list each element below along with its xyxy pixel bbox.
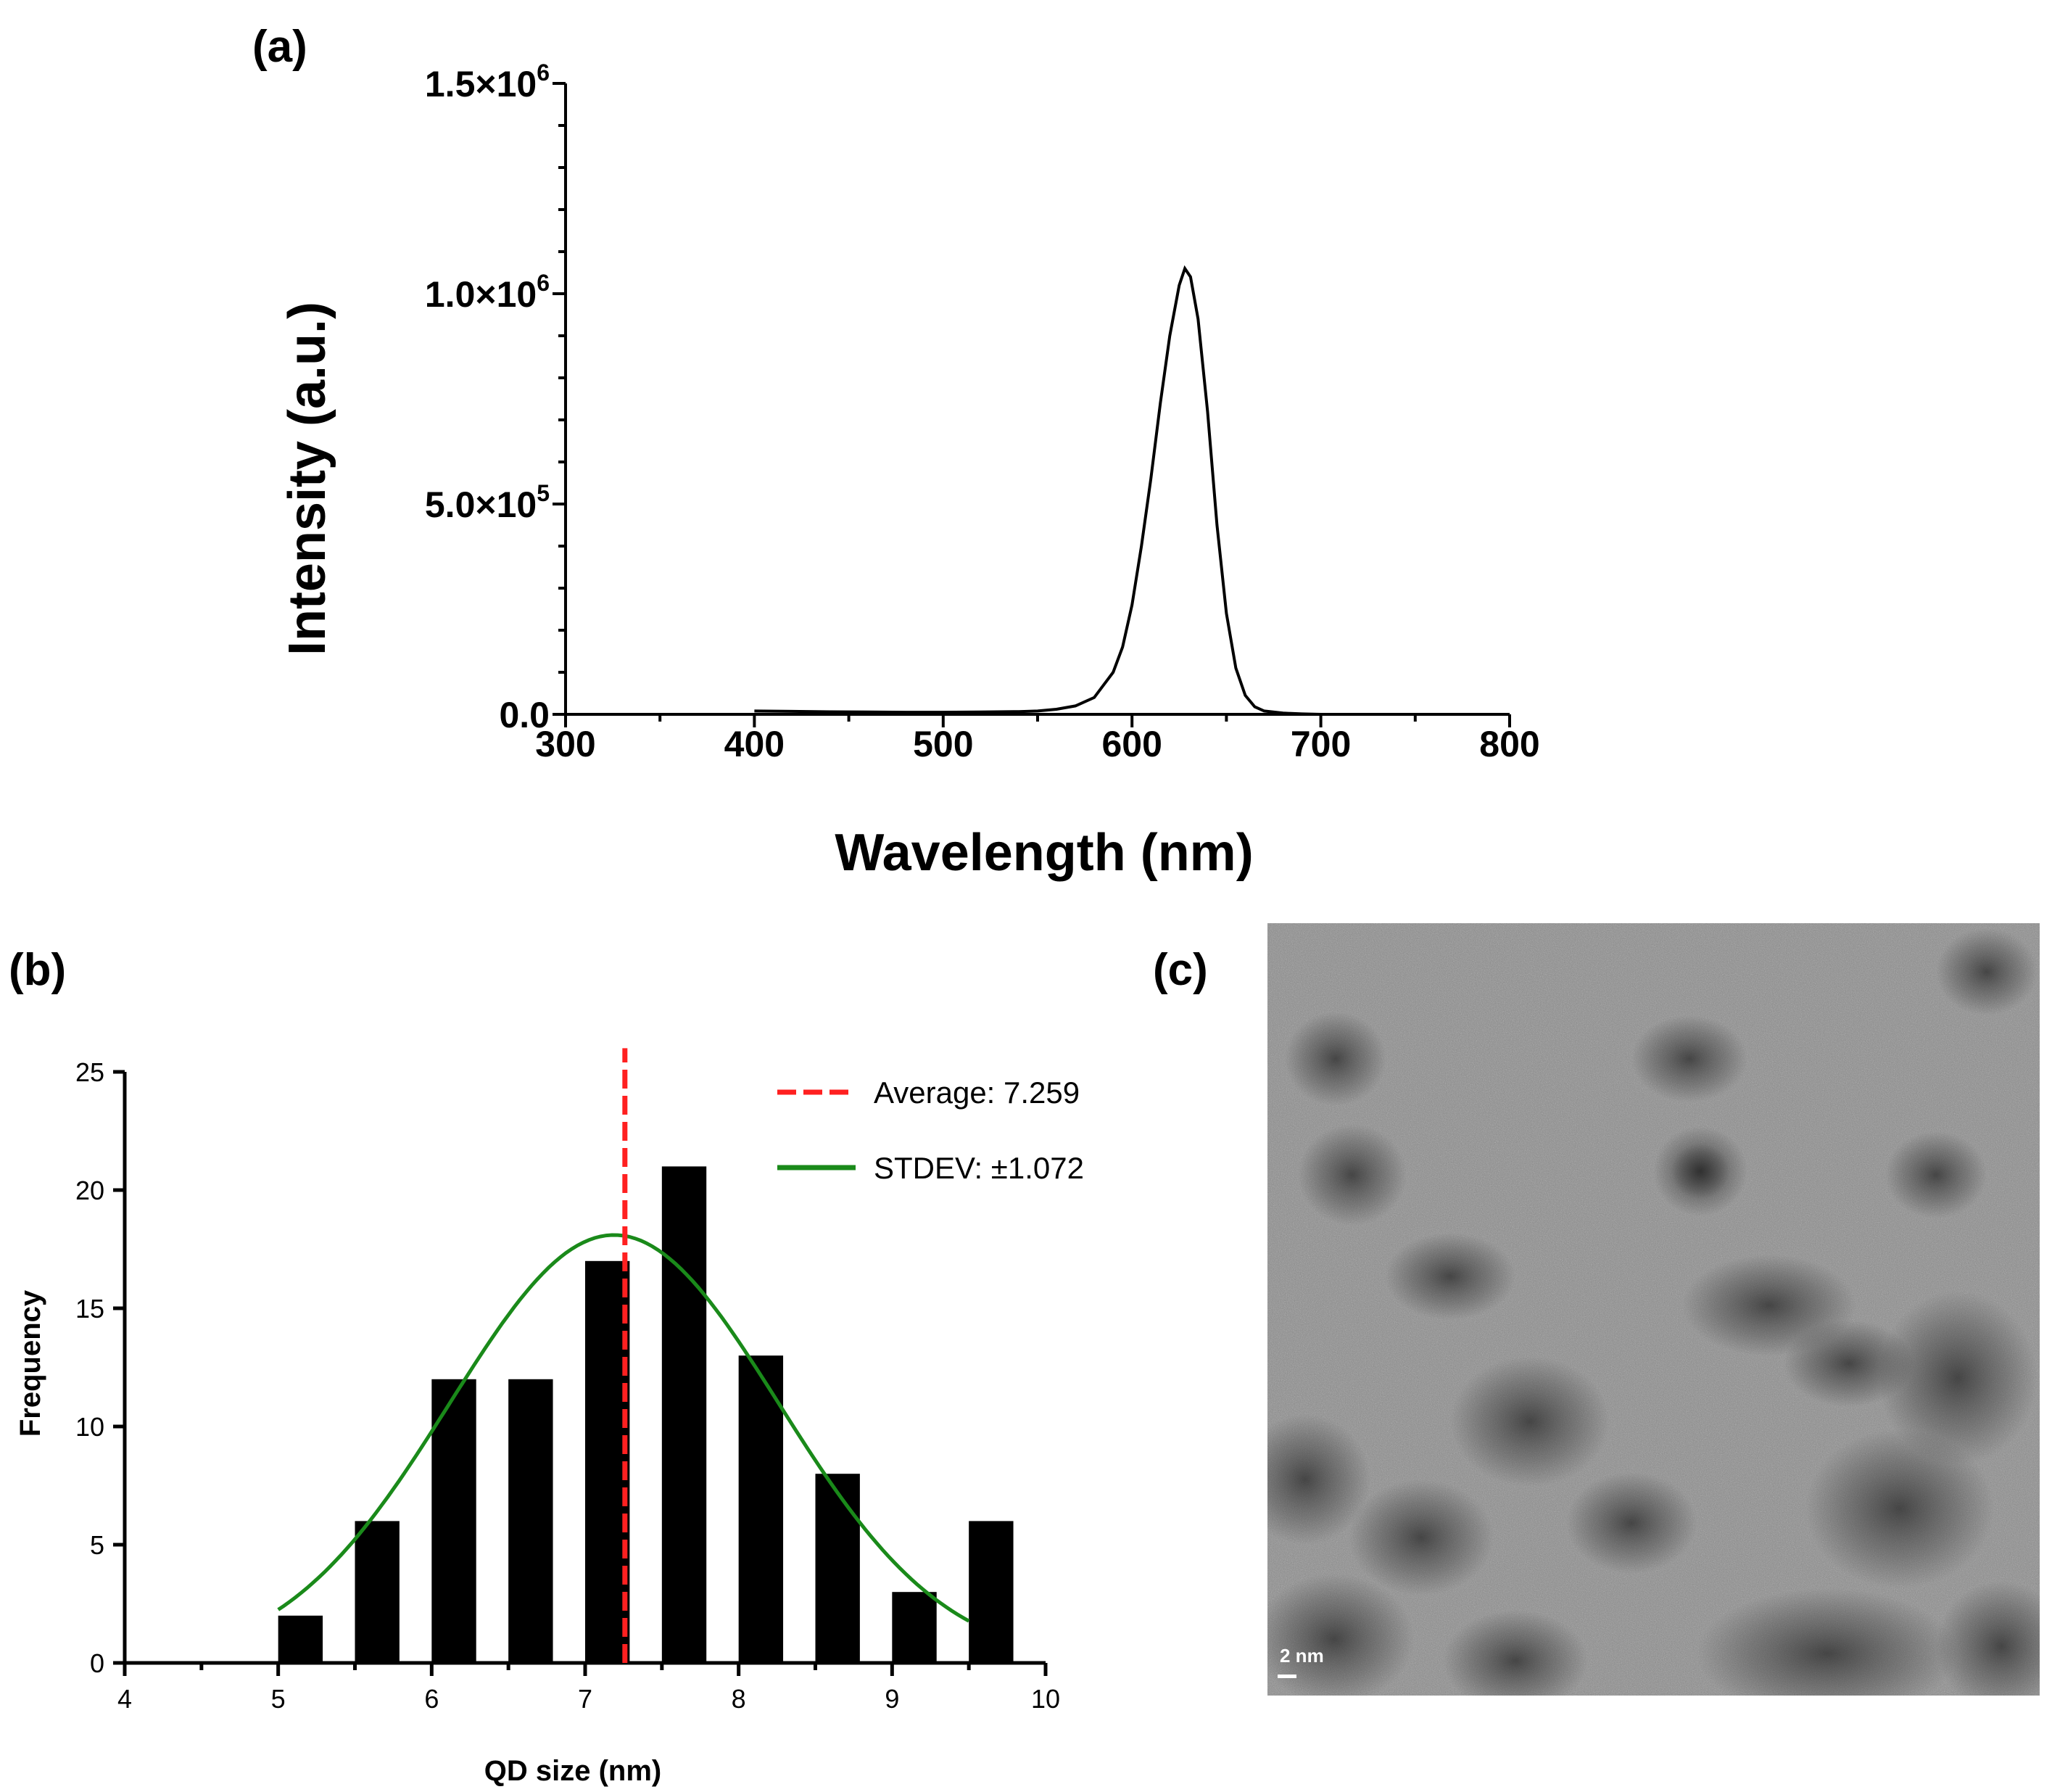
panel-b-y-tick-label: 15 (75, 1294, 104, 1324)
panel-b-x-tick-label: 7 (578, 1684, 592, 1714)
tem-micrograph: 2 nm (1267, 923, 2040, 1696)
panel-a-y-tick-label: 5.0×105 (425, 480, 550, 525)
panel-a-y-tick-label: 0.0 (499, 695, 550, 735)
panel-b-x-tick-label: 5 (271, 1684, 286, 1714)
scale-bar-label: 2 nm (1280, 1645, 1324, 1667)
panel-a-x-tick-labels: 300 400 500 600 700 800 (535, 724, 1539, 764)
panel-b-axes (113, 1070, 1048, 1676)
histogram-bar (661, 1166, 707, 1663)
histogram-bar (892, 1592, 937, 1663)
panel-b-x-tick-label: 9 (885, 1684, 899, 1714)
panel-a-x-tick-label: 400 (724, 724, 785, 764)
panel-b-x-tick-label: 4 (117, 1684, 132, 1714)
legend-average-label: Average: 7.259 (874, 1075, 1080, 1110)
panel-a-x-tick-label: 500 (913, 724, 973, 764)
panel-b-legend: Average: 7.259 STDEV: ±1.072 (777, 1075, 1084, 1185)
panel-b-x-tick-label: 6 (424, 1684, 439, 1714)
panel-b-y-tick-label: 0 (90, 1648, 104, 1678)
panel-a-y-axis-title: Intensity (a.u.) (278, 302, 336, 656)
panel-b-label: (b) (9, 945, 66, 995)
legend-stdev-label: STDEV: ±1.072 (874, 1151, 1084, 1185)
panel-b-y-tick-label: 10 (75, 1412, 104, 1442)
panel-a-x-tick-label: 300 (535, 724, 595, 764)
histogram-bar (969, 1521, 1014, 1663)
scale-bar (1278, 1675, 1296, 1678)
panel-c-label: (c) (1153, 945, 1208, 995)
panel-b-y-tick-label: 20 (75, 1176, 104, 1205)
panel-a-spectrum: (a) 0.0 5.0×105 1.0×106 1.5×106 300 400 500 60… (252, 22, 1540, 882)
panel-b-x-tick-label: 8 (732, 1684, 746, 1714)
panel-b-x-tick-label: 10 (1031, 1684, 1060, 1714)
histogram-bar (355, 1521, 400, 1663)
panel-a-y-tick-labels: 0.0 5.0×105 1.0×106 1.5×106 (425, 59, 550, 735)
histogram-bar (508, 1379, 553, 1663)
histogram-bar (431, 1379, 476, 1663)
panel-a-y-tick-label: 1.0×106 (425, 270, 550, 315)
panel-b-y-tick-labels: 0 5 10 15 20 25 (75, 1057, 104, 1678)
histogram-bar (278, 1615, 323, 1663)
panel-a-axes (553, 82, 1511, 727)
panel-b-y-tick-label: 25 (75, 1057, 104, 1087)
panel-b-y-tick-label: 5 (90, 1530, 104, 1560)
histogram-bar (738, 1355, 784, 1663)
histogram-bar (815, 1474, 860, 1663)
panel-b-x-tick-labels: 4 5 6 7 8 9 10 (117, 1684, 1060, 1714)
panel-a-x-tick-label: 800 (1479, 724, 1539, 764)
nanoparticle-shadows (1267, 928, 2040, 1696)
panel-b-histogram: (b) 0 5 10 15 20 25 4 5 6 7 8 9 10 QD size (nm) Fre… (9, 945, 1084, 1787)
panel-a-x-axis-title: Wavelength (nm) (835, 824, 1253, 882)
histogram-bars (278, 1166, 1014, 1663)
panel-a-x-tick-label: 600 (1101, 724, 1162, 764)
emission-spectrum-line (754, 265, 1321, 716)
panel-a-label: (a) (252, 22, 307, 72)
panel-b-x-axis-title: QD size (nm) (484, 1755, 661, 1787)
panel-c-tem: (c) (1153, 923, 2040, 1696)
panel-a-x-tick-label: 700 (1291, 724, 1351, 764)
panel-b-y-axis-title: Frequency (15, 1289, 46, 1437)
histogram-bar (585, 1260, 630, 1663)
panel-a-y-tick-label: 1.5×106 (425, 59, 550, 104)
